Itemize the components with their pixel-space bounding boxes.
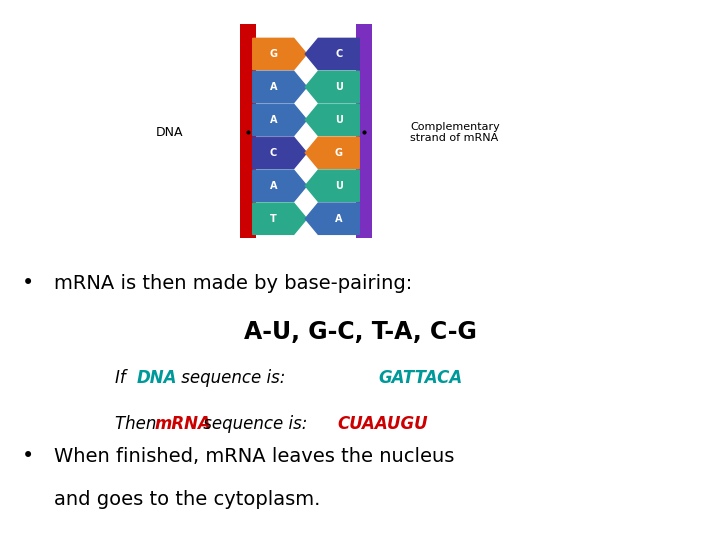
Text: G: G [335,148,343,158]
Polygon shape [305,38,359,70]
Text: DNA: DNA [156,126,183,139]
Text: •: • [22,446,34,467]
Polygon shape [253,203,307,234]
Polygon shape [253,38,307,70]
Text: CUAAUGU: CUAAUGU [337,415,428,433]
FancyBboxPatch shape [356,24,372,238]
Text: mRNA is then made by base-pairing:: mRNA is then made by base-pairing: [54,274,413,293]
FancyBboxPatch shape [240,24,256,238]
Polygon shape [253,137,307,168]
Text: G: G [269,49,277,59]
Text: U: U [335,82,343,92]
Text: C: C [335,49,343,59]
Text: A: A [269,115,277,125]
Text: A: A [335,214,343,224]
Text: •: • [22,273,34,294]
Text: A-U, G-C, T-A, C-G: A-U, G-C, T-A, C-G [243,320,477,344]
Text: If: If [115,369,131,387]
Text: T: T [270,214,276,224]
Text: C: C [269,148,277,158]
Text: Then: Then [115,415,162,433]
Text: When finished, mRNA leaves the nucleus: When finished, mRNA leaves the nucleus [54,447,454,466]
Text: mRNA: mRNA [155,415,212,433]
Polygon shape [305,71,359,103]
Text: GATTACA: GATTACA [378,369,462,387]
Text: sequence is:: sequence is: [176,369,286,387]
Polygon shape [305,170,359,201]
Polygon shape [305,137,359,168]
Text: U: U [335,181,343,191]
Text: sequence is:: sequence is: [198,415,312,433]
Text: Complementary
strand of mRNA: Complementary strand of mRNA [410,122,500,143]
Text: U: U [335,115,343,125]
Text: DNA: DNA [137,369,177,387]
Polygon shape [253,71,307,103]
Text: A: A [269,82,277,92]
Polygon shape [305,104,359,136]
Polygon shape [253,170,307,201]
Polygon shape [305,203,359,234]
Polygon shape [253,104,307,136]
Text: A: A [269,181,277,191]
Text: and goes to the cytoplasm.: and goes to the cytoplasm. [54,490,320,509]
